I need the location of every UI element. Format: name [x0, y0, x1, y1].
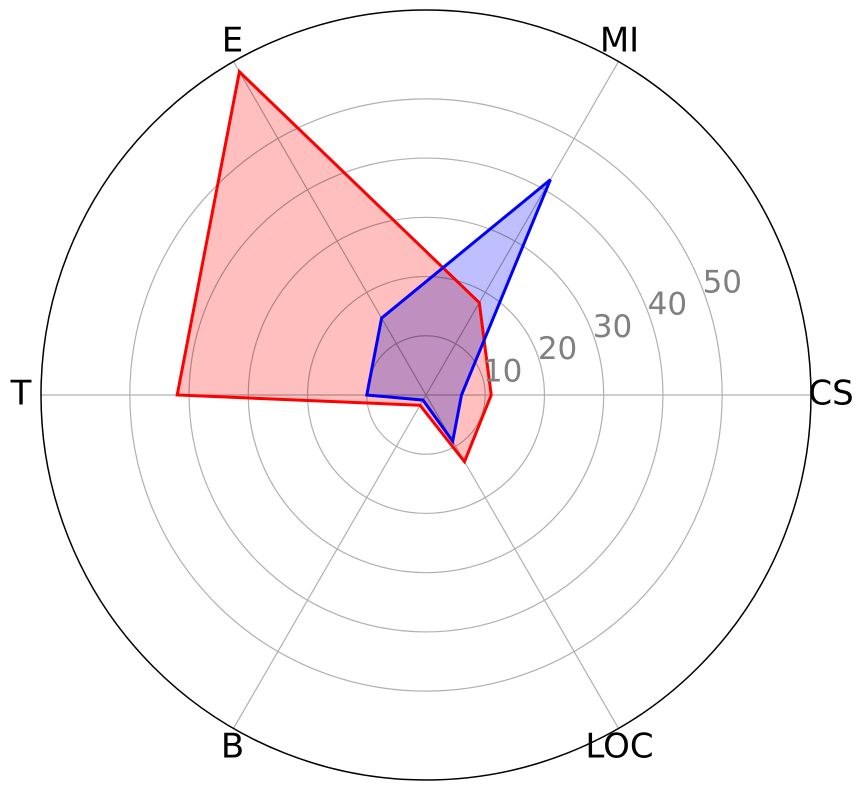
series-2-area	[366, 179, 551, 442]
axis-label-layer: CS MI E T B LOC	[10, 20, 854, 766]
series-layer	[175, 68, 552, 465]
tick-label-50: 50	[703, 265, 742, 301]
tick-label-layer: 10 20 30 40 50	[483, 265, 742, 390]
outer-ring	[40, 9, 812, 781]
tick-label-40: 40	[648, 287, 687, 323]
tick-label-30: 30	[593, 309, 632, 345]
tick-label-20: 20	[538, 331, 577, 367]
axis-label-cs: CS	[808, 374, 853, 414]
axis-label-loc: LOC	[585, 727, 653, 767]
axis-label-t: T	[10, 374, 32, 414]
tick-label-10: 10	[483, 353, 522, 389]
axis-label-mi: MI	[600, 20, 639, 60]
series-1-line	[175, 68, 493, 465]
axis-label-b: B	[221, 727, 244, 767]
spoke-b	[232, 394, 427, 729]
axis-label-e: E	[222, 20, 243, 60]
series-2-line	[365, 178, 552, 445]
